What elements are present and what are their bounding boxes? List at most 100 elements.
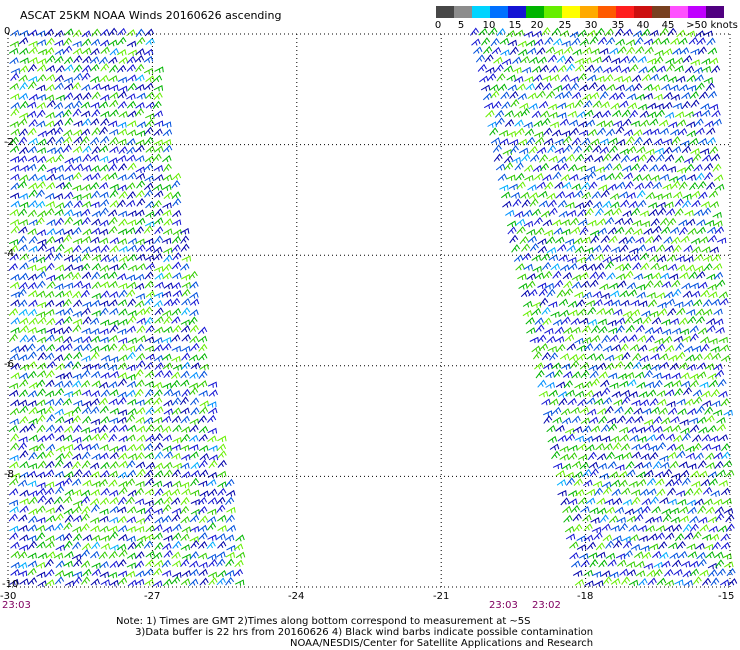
wind-barb — [73, 264, 83, 272]
wind-barb — [9, 333, 19, 342]
wind-barb — [99, 515, 109, 523]
wind-barb — [45, 201, 55, 208]
wind-barb — [659, 497, 669, 505]
wind-barb — [520, 108, 530, 117]
wind-barb — [26, 110, 37, 118]
wind-barb — [701, 534, 712, 541]
wind-barb — [190, 469, 201, 477]
wind-barb — [659, 272, 670, 280]
wind-barb — [108, 525, 118, 533]
wind-barb — [27, 289, 38, 297]
wind-barb — [579, 271, 589, 279]
wind-barb — [628, 247, 639, 255]
wind-barb — [608, 235, 618, 244]
wind-barb — [170, 488, 181, 496]
wind-barb — [135, 570, 145, 578]
wind-barb — [622, 118, 632, 127]
wind-barb — [692, 110, 702, 118]
wind-barb — [678, 84, 689, 92]
wind-barb — [36, 408, 46, 415]
wind-barb — [18, 226, 28, 234]
wind-barb — [609, 290, 620, 298]
wind-barb — [698, 191, 708, 200]
wind-barb — [135, 461, 146, 469]
wind-barb — [161, 353, 172, 361]
wind-barb — [90, 245, 101, 253]
wind-barb — [612, 497, 623, 505]
wind-barb — [666, 166, 677, 173]
wind-barb — [99, 336, 109, 344]
wind-barb — [548, 111, 558, 119]
wind-barb — [537, 238, 547, 245]
wind-barb — [716, 423, 726, 432]
wind-barb — [145, 200, 155, 209]
wind-barb — [565, 153, 575, 162]
wind-barb — [509, 46, 519, 55]
wind-barb — [668, 121, 678, 129]
wind-barb — [216, 551, 226, 559]
wind-barb — [550, 163, 560, 171]
wind-barb — [63, 444, 74, 451]
wind-barb — [721, 443, 731, 452]
wind-barb — [90, 525, 100, 533]
wind-barb — [693, 66, 703, 74]
wind-barb — [539, 110, 550, 118]
wind-barb — [189, 298, 200, 306]
wind-barb — [199, 469, 209, 478]
wind-barb — [545, 381, 555, 389]
wind-barb — [679, 328, 690, 335]
wind-barb — [537, 282, 547, 289]
wind-barb — [63, 495, 73, 504]
wind-barb — [45, 207, 55, 216]
wind-barb — [536, 47, 546, 55]
colorbar-label: 25 — [558, 20, 572, 31]
colorbar-label: 5 — [457, 20, 465, 31]
wind-barb — [568, 452, 578, 461]
wind-barb — [703, 352, 713, 361]
wind-barb — [697, 327, 708, 335]
wind-barb — [152, 183, 163, 191]
wind-barb — [601, 387, 611, 396]
wind-barb — [650, 353, 660, 361]
wind-barb — [181, 488, 191, 496]
wind-barb — [72, 210, 82, 218]
wind-barb — [82, 343, 92, 351]
wind-barb — [642, 128, 653, 136]
wind-barb — [673, 434, 683, 442]
wind-barb — [135, 155, 145, 162]
wind-barb — [666, 487, 677, 496]
wind-barb — [488, 27, 498, 36]
wind-barb — [524, 76, 534, 83]
wind-barb — [664, 201, 674, 208]
wind-barb — [188, 316, 198, 325]
wind-barb — [554, 147, 565, 154]
wind-barb — [118, 85, 128, 93]
wind-barb — [99, 424, 109, 433]
wind-barb — [198, 532, 208, 540]
wind-barb — [171, 297, 181, 307]
wind-barb — [701, 433, 711, 442]
wind-barb — [609, 334, 619, 342]
wind-barb — [526, 228, 536, 236]
colorbar-swatch — [670, 6, 688, 18]
wind-barb — [180, 325, 191, 333]
wind-barb — [566, 477, 576, 486]
wind-barb — [640, 453, 650, 461]
wind-barb — [643, 273, 653, 280]
wind-barb — [9, 121, 19, 128]
wind-barb — [716, 237, 727, 244]
wind-barb — [18, 354, 28, 362]
wind-barb — [711, 352, 721, 360]
wind-barb — [81, 216, 91, 226]
wind-barb — [180, 544, 191, 551]
wind-barb — [144, 175, 154, 182]
wind-barb — [718, 434, 729, 442]
wind-barb — [127, 74, 137, 82]
wind-barb — [135, 172, 146, 180]
wind-barb — [100, 84, 110, 91]
wind-barb — [80, 549, 90, 558]
wind-barb — [722, 460, 733, 468]
wind-barb — [713, 174, 724, 182]
wind-barb — [698, 426, 708, 434]
wind-barb — [708, 478, 718, 486]
